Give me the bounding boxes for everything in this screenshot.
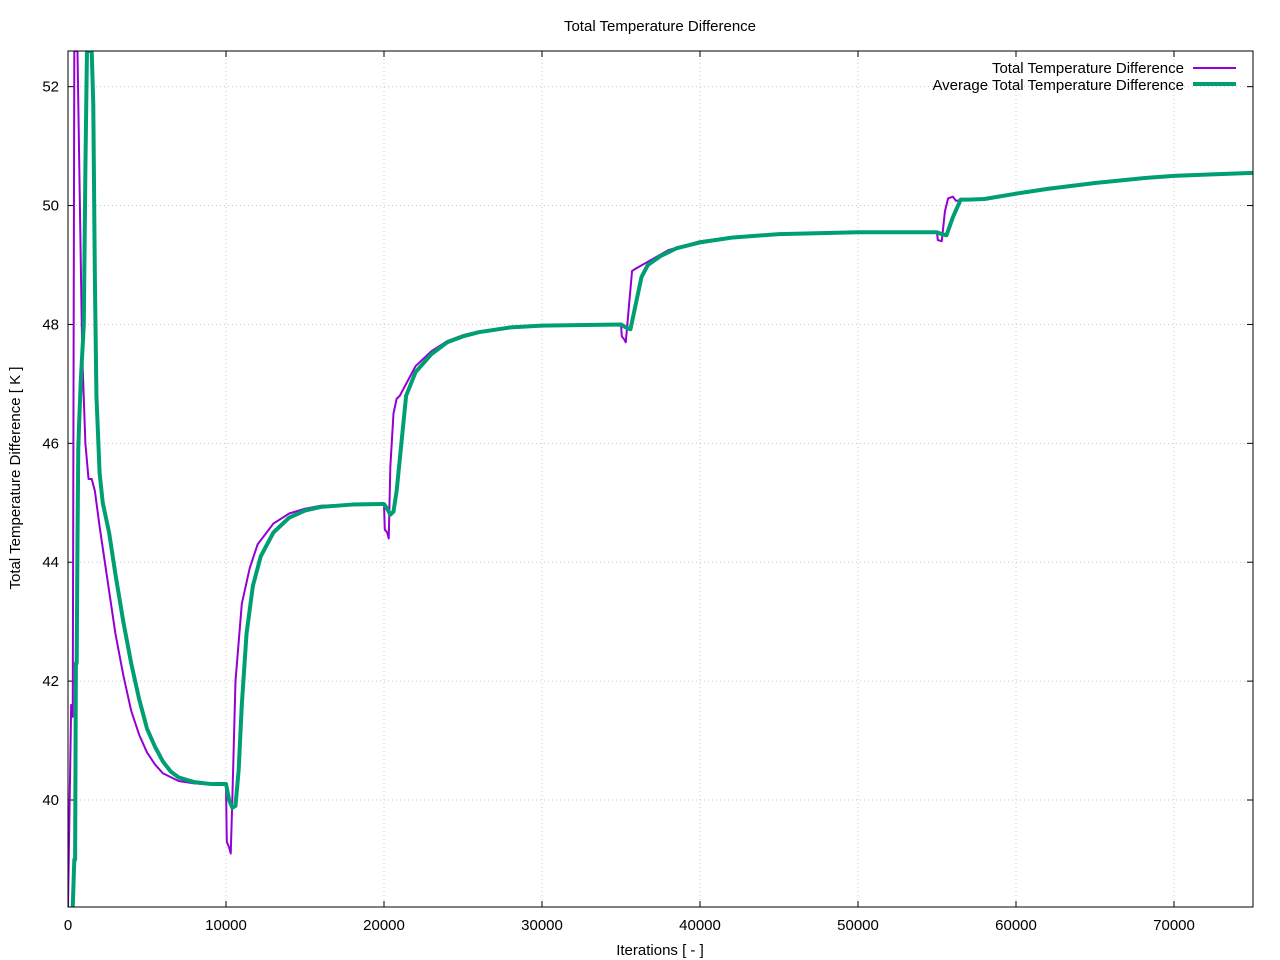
series-layer <box>68 51 1253 907</box>
y-tick-label: 46 <box>42 435 59 452</box>
x-tick-label: 50000 <box>837 917 879 934</box>
x-tick-label: 70000 <box>1153 917 1195 934</box>
x-tick-label: 60000 <box>995 917 1037 934</box>
x-tick-label: 40000 <box>679 917 721 934</box>
plot-frame <box>67 50 1254 908</box>
y-tick-label: 44 <box>42 554 59 571</box>
y-tick-label: 52 <box>42 79 59 96</box>
legend-label: Average Total Temperature Difference <box>932 77 1184 94</box>
x-tick-label: 30000 <box>521 917 563 934</box>
legend-entry: Average Total Temperature Difference <box>932 77 1236 94</box>
x-tick-label: 20000 <box>363 917 405 934</box>
grid <box>68 51 1253 907</box>
y-tick-label: 48 <box>42 316 59 333</box>
y-axis-label: Total Temperature Difference [ K ] <box>7 367 24 590</box>
legend-entry: Total Temperature Difference <box>992 60 1236 77</box>
x-tick-label: 10000 <box>205 917 247 934</box>
series-line-total-temperature-difference <box>68 51 1253 907</box>
y-tick-label: 40 <box>42 792 59 809</box>
axis-ticks: 0 10000 20000 30000 40000 50000 60000 70000 40 42… <box>42 51 1253 934</box>
x-axis-label: Iterations [ - ] <box>616 942 704 959</box>
y-tick-label: 50 <box>42 198 59 215</box>
y-tick-label: 42 <box>42 673 59 690</box>
x-tick-label: 0 <box>64 917 72 934</box>
series-line-average-total-temperature-difference <box>70 51 1253 907</box>
legend-label: Total Temperature Difference <box>992 60 1184 77</box>
legend: Total Temperature Difference Average Tot… <box>932 60 1236 94</box>
chart-title: Total Temperature Difference <box>564 18 756 35</box>
